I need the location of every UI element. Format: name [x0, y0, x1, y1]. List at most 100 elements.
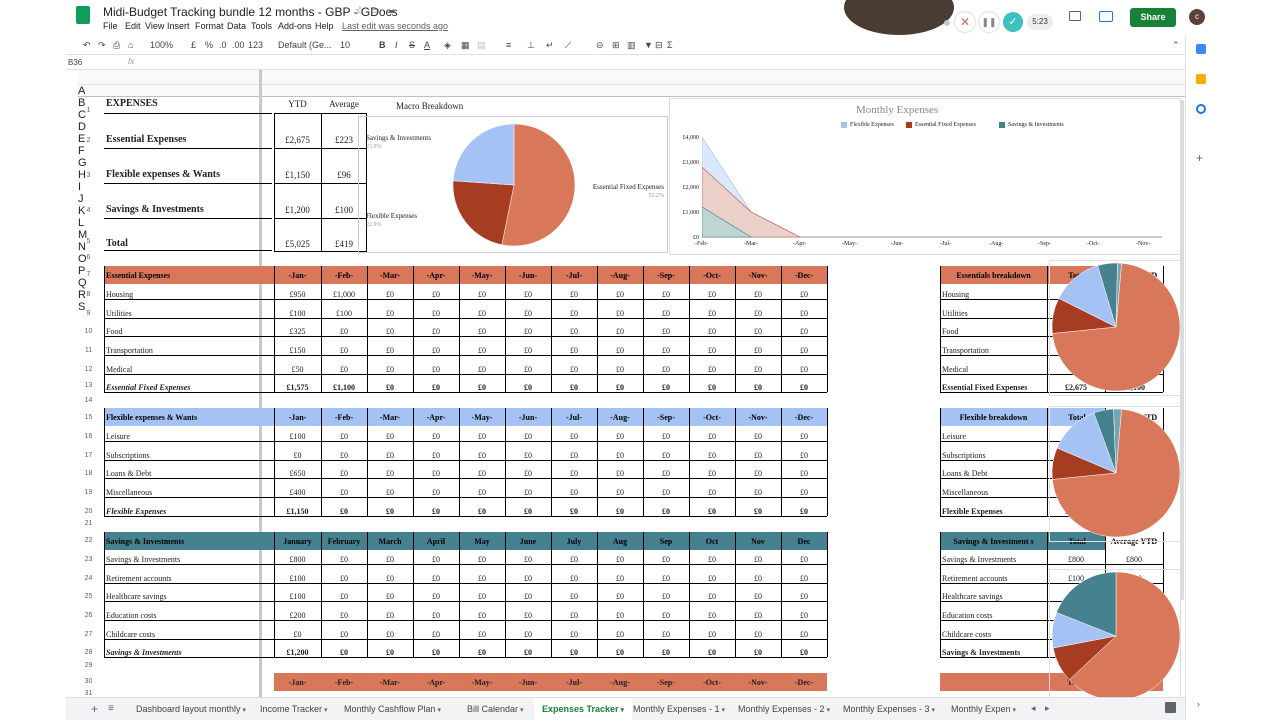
explore-icon[interactable]: [1165, 702, 1176, 713]
row-header[interactable]: 22: [84, 537, 93, 544]
column-header-o[interactable]: O: [78, 253, 87, 265]
functions-icon[interactable]: Σ: [667, 40, 673, 50]
avatar[interactable]: c: [1189, 9, 1205, 25]
comment-icon[interactable]: [1069, 11, 1081, 21]
last-edit-link[interactable]: Last edit was seconds ago: [342, 21, 449, 31]
column-header-n[interactable]: N: [78, 241, 86, 253]
redo-icon[interactable]: ↷: [98, 40, 106, 50]
expand-panel-icon[interactable]: ›: [1197, 699, 1200, 709]
row-header[interactable]: 23: [84, 555, 93, 563]
increase-decimal[interactable]: .00: [232, 40, 245, 50]
column-header-e[interactable]: E: [78, 133, 86, 145]
tab-menu-chevron-icon[interactable]: ▾: [1010, 707, 1017, 714]
tab-menu-chevron-icon[interactable]: ▾: [240, 707, 247, 714]
column-header-k[interactable]: K: [78, 205, 86, 217]
sheet-tab[interactable]: Income Tracker ▾: [260, 704, 328, 714]
document-title[interactable]: Midi-Budget Tracking bundle 12 months - …: [103, 5, 398, 19]
row-header[interactable]: 8: [86, 290, 91, 298]
vertical-scrollbar[interactable]: [1180, 100, 1184, 600]
row-header[interactable]: 27: [84, 630, 93, 638]
present-icon[interactable]: [1099, 11, 1113, 22]
check-icon[interactable]: ✓: [1003, 12, 1023, 32]
filter-icon[interactable]: ▼: [644, 40, 653, 50]
row-header[interactable]: 9: [86, 309, 91, 317]
tab-menu-chevron-icon[interactable]: ▾: [824, 707, 831, 714]
tasks-icon[interactable]: [1196, 104, 1206, 114]
row-header[interactable]: 25: [84, 592, 93, 600]
comment-insert-icon[interactable]: ⊞: [612, 40, 620, 50]
sheet-tab[interactable]: Dashboard layout monthly ▾: [136, 704, 247, 714]
rotate-icon[interactable]: ⟋: [565, 40, 572, 50]
row-header[interactable]: 7: [86, 271, 91, 278]
row-header[interactable]: 21: [84, 519, 93, 527]
menu-file[interactable]: File: [103, 21, 118, 31]
star-icon[interactable]: ☆: [355, 5, 365, 17]
strikethrough-icon[interactable]: S: [409, 40, 416, 50]
percent-format[interactable]: %: [205, 40, 214, 50]
row-header[interactable]: 30: [84, 678, 93, 685]
row-header[interactable]: 16: [84, 432, 93, 440]
tab-menu-chevron-icon[interactable]: ▾: [322, 707, 328, 714]
row-header[interactable]: 19: [84, 488, 93, 496]
font-size-select[interactable]: 10: [340, 40, 351, 50]
menu-help[interactable]: Help: [315, 21, 334, 31]
zoom-select[interactable]: 100%: [150, 40, 174, 50]
menu-add-ons[interactable]: Add-ons: [278, 21, 312, 31]
column-header-s[interactable]: S: [78, 301, 86, 313]
paint-format-icon[interactable]: ⌂: [128, 40, 134, 50]
row-header[interactable]: 31: [84, 690, 93, 697]
column-header-m[interactable]: M: [78, 229, 88, 241]
row-header[interactable]: 13: [84, 382, 93, 389]
sheet-tab[interactable]: Monthly Expenses - 1 ▾: [633, 704, 726, 714]
chart-insert-icon[interactable]: ▥: [627, 40, 636, 50]
decrease-decimal[interactable]: .0: [219, 40, 227, 50]
menu-view[interactable]: View: [145, 21, 165, 31]
column-header-d[interactable]: D: [78, 121, 86, 133]
column-header-l[interactable]: L: [78, 217, 85, 229]
row-header[interactable]: 11: [84, 346, 93, 354]
font-select[interactable]: Default (Ge...: [278, 40, 332, 50]
row-header[interactable]: 17: [84, 451, 93, 459]
link-icon[interactable]: ⊝: [596, 40, 604, 50]
sheet-tab[interactable]: Monthly Expenses - 3 ▾: [843, 704, 936, 714]
row-header[interactable]: 14: [84, 397, 93, 404]
row-header[interactable]: 26: [84, 611, 93, 619]
add-sheet-icon[interactable]: +: [91, 702, 99, 716]
row-header[interactable]: 24: [84, 574, 93, 582]
row-header[interactable]: 28: [84, 648, 93, 656]
row-header[interactable]: 20: [84, 507, 93, 515]
sheet-tab[interactable]: Monthly Cashflow Plan ▾: [344, 704, 442, 714]
wrap-icon[interactable]: ↵: [546, 40, 554, 50]
keep-icon[interactable]: [1196, 74, 1206, 84]
row-header[interactable]: 4: [86, 206, 91, 214]
row-header[interactable]: 6: [86, 253, 91, 261]
valign-icon[interactable]: ⊥: [527, 40, 535, 50]
column-header-h[interactable]: H: [78, 169, 86, 181]
column-header-i[interactable]: I: [78, 181, 82, 193]
scroll-tabs-left-icon[interactable]: ◂: [1031, 703, 1036, 713]
row-header[interactable]: 10: [84, 327, 93, 335]
undo-icon[interactable]: ↶: [83, 40, 91, 50]
column-header-g[interactable]: G: [78, 157, 87, 169]
row-header[interactable]: 15: [84, 413, 93, 421]
share-button[interactable]: Share: [1130, 8, 1176, 27]
column-header-a[interactable]: A: [78, 85, 86, 97]
menu-edit[interactable]: Edit: [125, 21, 141, 31]
calendar-icon[interactable]: [1196, 44, 1206, 54]
column-header-r[interactable]: R: [78, 289, 86, 301]
tab-menu-chevron-icon[interactable]: ▾: [435, 707, 442, 714]
menu-insert[interactable]: Insert: [167, 21, 190, 31]
scroll-tabs-right-icon[interactable]: ▸: [1045, 703, 1050, 713]
merge-icon[interactable]: ▤: [477, 40, 486, 50]
column-header-c[interactable]: C: [78, 109, 86, 121]
column-header-f[interactable]: F: [78, 145, 85, 157]
add-ons-icon[interactable]: +: [1196, 151, 1204, 165]
tab-menu-chevron-icon[interactable]: ▾: [929, 707, 936, 714]
column-header-b[interactable]: B: [78, 97, 86, 109]
fill-color-icon[interactable]: ◈: [444, 40, 451, 50]
row-header[interactable]: 2: [86, 136, 91, 144]
row-header[interactable]: 3: [86, 171, 91, 179]
more-formats[interactable]: 123: [248, 40, 264, 50]
row-header[interactable]: 18: [84, 469, 93, 477]
move-folder-icon[interactable]: ▭: [371, 5, 380, 15]
